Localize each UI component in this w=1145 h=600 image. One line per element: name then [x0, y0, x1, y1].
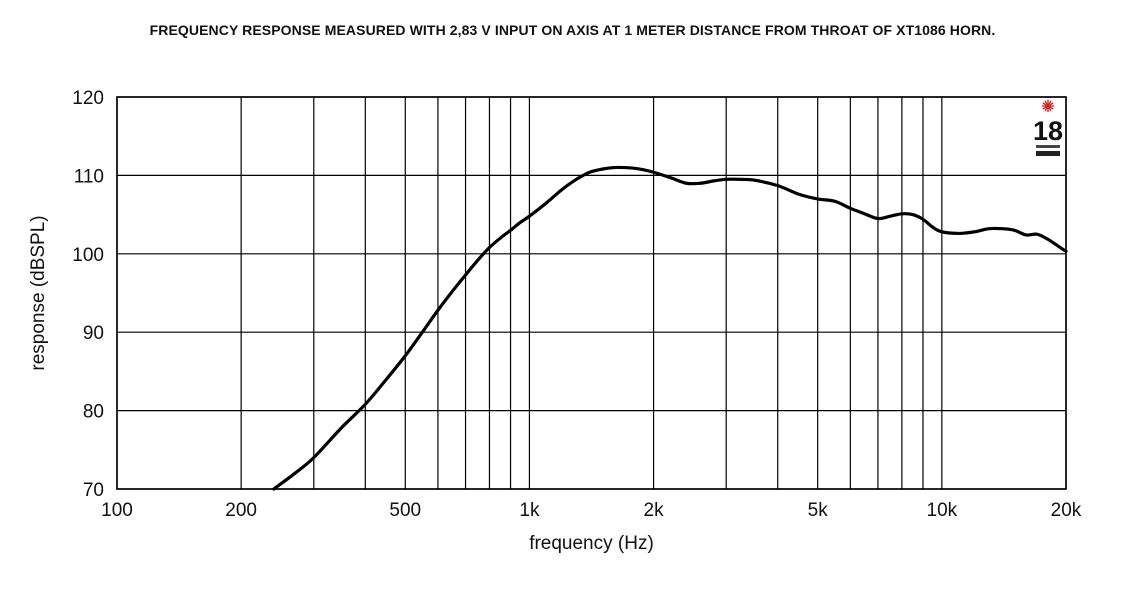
x-tick-label: 1k	[519, 500, 540, 521]
y-tick-label: 110	[74, 166, 104, 187]
series-group	[272, 165, 1068, 491]
x-tick-label: 10k	[927, 500, 958, 521]
chart-title: FREQUENCY RESPONSE MEASURED WITH 2,83 V …	[149, 22, 996, 38]
y-tick-labels: 70 80 90 100 110 120	[72, 88, 104, 501]
plot-frame	[116, 96, 1067, 490]
star-icon	[1042, 100, 1054, 112]
y-tick-label: 80	[83, 402, 104, 423]
x-tick-label: 2k	[644, 500, 665, 521]
y-tick-label: 70	[83, 480, 104, 501]
x-tick-label: 20k	[1051, 500, 1082, 521]
y-tick-label: 120	[72, 88, 104, 109]
x-tick-labels: 100 200 500 1k 2k 5k 10k 20k	[101, 500, 1082, 521]
x-tick-label: 100	[101, 500, 133, 521]
x-tick-label: 500	[389, 500, 421, 521]
brand-logo: 18	[1033, 100, 1063, 156]
logo-subtext-mark	[1036, 145, 1060, 148]
x-tick-label: 200	[225, 500, 257, 521]
y-tick-label: 100	[72, 245, 104, 266]
response-curve	[272, 165, 1068, 491]
y-gridlines	[117, 96, 1066, 490]
x-tick-label: 5k	[808, 500, 829, 521]
logo-number: 18	[1033, 116, 1063, 146]
y-axis-label: response (dBSPL)	[28, 215, 49, 370]
x-axis-label: frequency (Hz)	[529, 533, 654, 554]
y-tick-label: 90	[83, 323, 104, 344]
x-gridlines	[116, 97, 1067, 489]
logo-wordmark	[1036, 151, 1060, 156]
